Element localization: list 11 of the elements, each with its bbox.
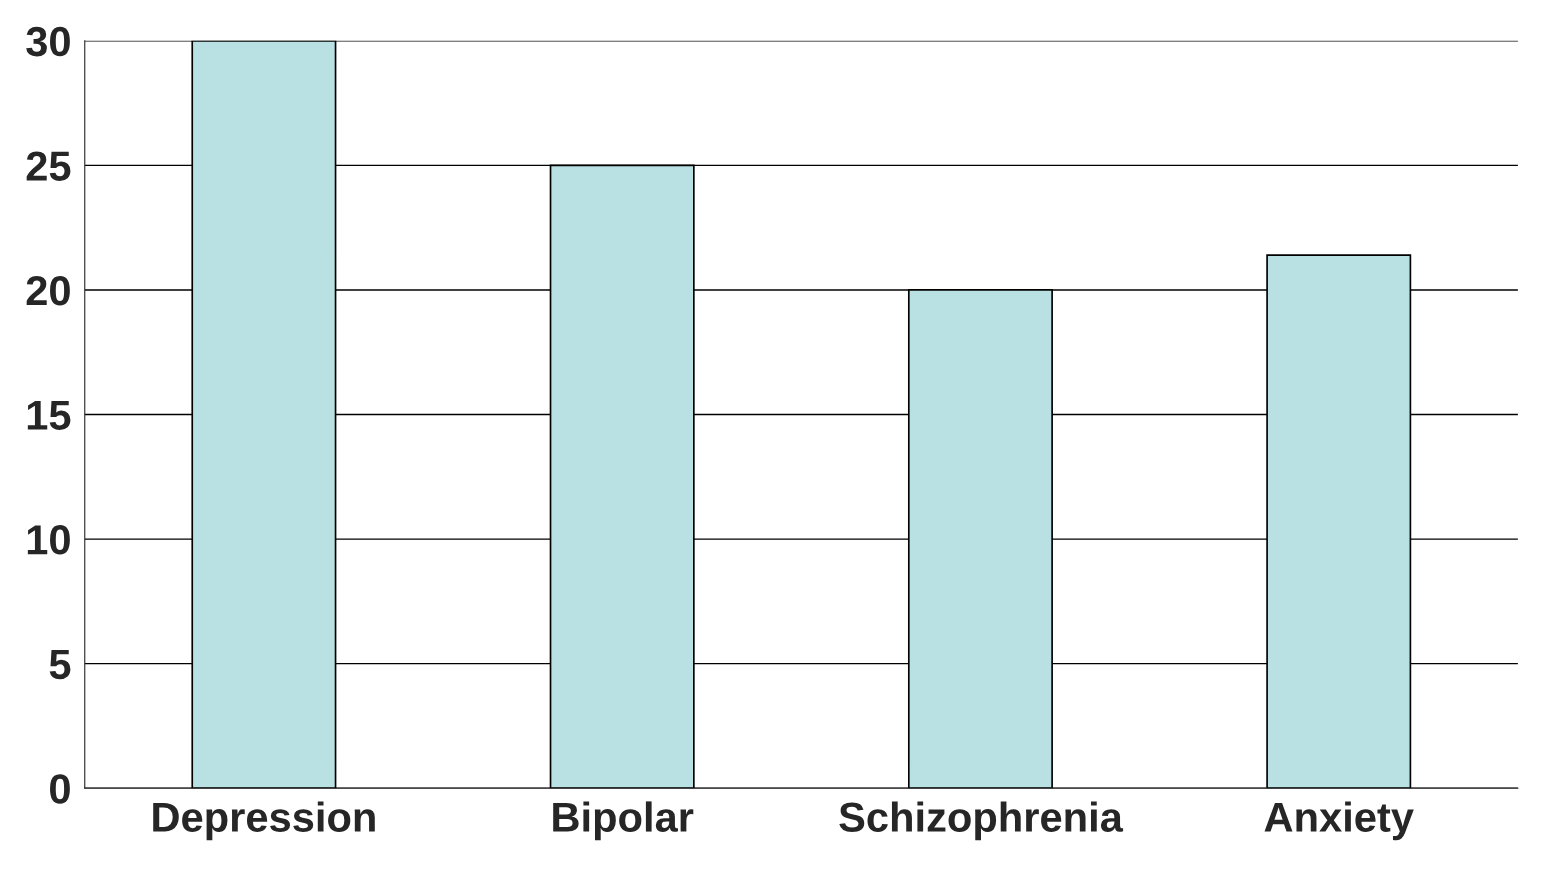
- y-tick-label: 10: [27, 525, 70, 555]
- x-tick-label: Depression: [153, 801, 375, 841]
- x-tick-label: Schizophrenia: [839, 801, 1124, 841]
- x-tick-label: Anxiety: [1264, 801, 1414, 841]
- y-tick-label: 20: [26, 275, 70, 306]
- y-tick-label: 5: [49, 650, 71, 680]
- x-tick-label: Bipolar: [553, 801, 694, 841]
- y-tick-label: 30: [26, 26, 70, 57]
- y-tick-label: 15: [27, 400, 71, 431]
- y-tick-label: 0: [50, 774, 70, 804]
- y-tick-label: 25: [26, 151, 71, 181]
